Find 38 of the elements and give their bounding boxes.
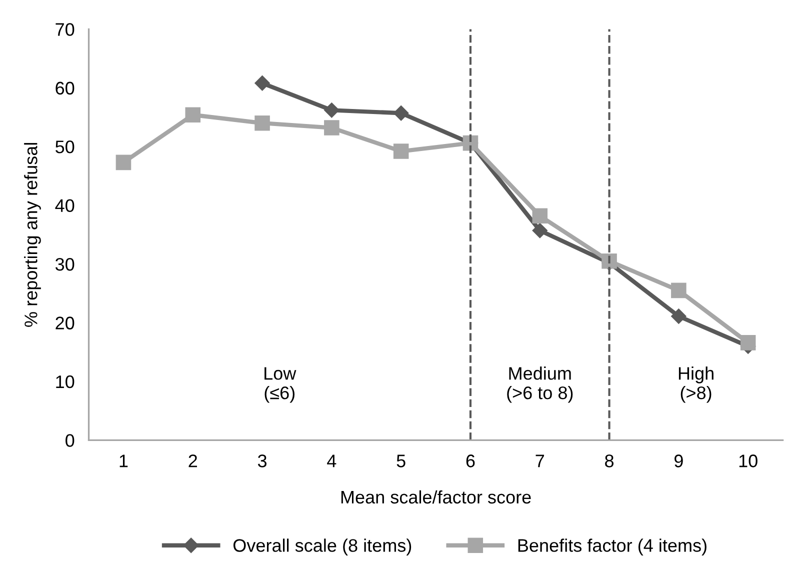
x-tick-label: 2 [188,454,197,468]
y-tick-label: 50 [56,140,74,154]
point [185,107,201,123]
point [254,115,270,131]
annotation: High (>8) [678,366,714,403]
y-tick-label: 0 [66,434,74,447]
point [532,222,548,238]
point [324,120,340,136]
legend-label: Benefits factor (4 items) [518,538,706,556]
point [324,102,340,118]
y-tick-label: 60 [56,82,74,95]
x-tick-label: 8 [605,454,614,468]
y-tick-label: 40 [55,199,74,212]
annotation: Medium (>6 to 8) [507,366,573,403]
x-tick-label: 9 [674,454,683,468]
point [671,282,686,298]
x-axis-title: Mean scale/factor score [341,490,531,504]
y-axis-title: % reporting any refusal [24,143,41,327]
point [671,308,686,324]
y-tick-label: 70 [56,23,74,36]
y-tick-label: 20 [56,316,74,330]
x-tick-label: 3 [258,454,267,468]
x-tick-label: 4 [327,454,336,468]
x-tick-label: 6 [466,454,475,468]
annotation: Low (≤6) [264,367,296,403]
point [116,154,132,170]
point [394,106,409,121]
y-tick-label: 10 [56,375,74,388]
point [254,76,270,91]
x-tick-label: 5 [396,454,406,468]
point [740,335,756,350]
point [532,208,548,224]
x-tick-label: 1 [120,454,128,468]
x-tick-label: 10 [739,454,758,468]
legend-label: Overall scale (8 items) [233,538,412,556]
x-tick-label: 7 [536,454,544,468]
point [393,144,409,159]
y-tick-label: 30 [55,258,74,271]
